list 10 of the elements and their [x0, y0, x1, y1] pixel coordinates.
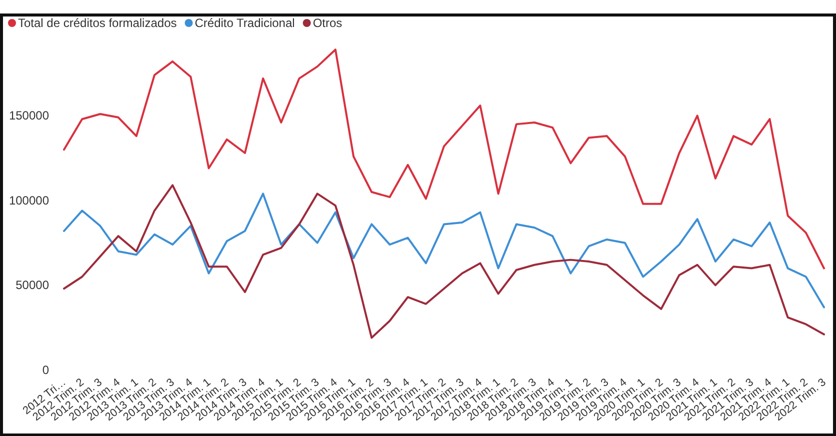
legend-label: Crédito Tradicional: [194, 16, 295, 30]
y-tick-label: 150000: [8, 108, 50, 123]
legend-label: Otros: [312, 16, 342, 30]
y-tick-label: 0: [42, 362, 50, 377]
y-tick-label: 100000: [8, 193, 50, 208]
line-series: [63, 192, 825, 308]
line-series: [63, 48, 825, 270]
y-tick-label: 50000: [16, 278, 50, 292]
line-series: [63, 184, 825, 339]
legend-label: Total de créditos formalizados: [18, 16, 177, 30]
